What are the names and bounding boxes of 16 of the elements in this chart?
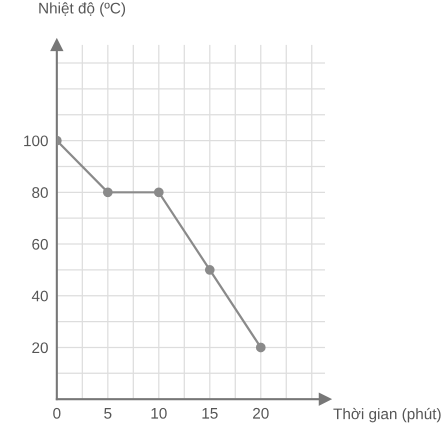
x-tick-label: 20 — [253, 408, 269, 419]
point — [102, 187, 113, 198]
point — [204, 265, 215, 275]
point — [256, 342, 266, 352]
y-tick-label: 100 — [24, 135, 48, 146]
x-tick-label: 15 — [202, 408, 218, 419]
x-tick-label: 0 — [53, 408, 60, 419]
y-tick-label: 40 — [32, 290, 48, 302]
x-tick-label: 10 — [151, 408, 167, 419]
point — [154, 187, 164, 198]
x-tick-label: 5 — [104, 408, 112, 419]
y-tick-label: 60 — [32, 238, 48, 250]
y-tick-label: 20 — [32, 342, 48, 354]
y-axis-title: Nhiệt độ (ºC) — [39, 2, 126, 17]
y-tick-label: 80 — [32, 187, 48, 198]
x-axis-title: Thời gian (phút) — [333, 408, 441, 422]
